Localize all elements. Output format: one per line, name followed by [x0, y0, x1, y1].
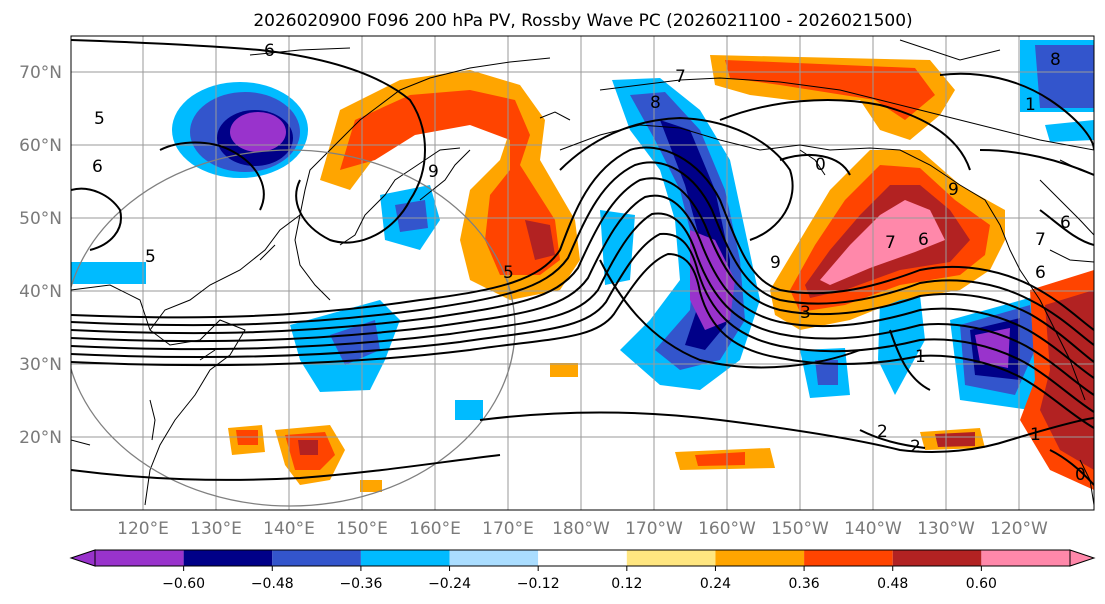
lon-label: 160°E	[409, 519, 461, 539]
contour-label: 7	[1035, 230, 1046, 250]
contour-label: 9	[948, 180, 959, 200]
lon-label: 130°E	[190, 519, 242, 539]
colorbar-tick-label: −0.48	[251, 576, 294, 592]
lon-label: 130°W	[917, 519, 975, 539]
colorbar-segment	[183, 550, 273, 566]
figure-title: 2026020900 F096 200 hPa PV, Rossby Wave …	[253, 11, 912, 31]
contour-label: 2	[877, 422, 888, 442]
colorbar-segment	[538, 550, 627, 566]
anomaly-shading	[71, 40, 1094, 492]
colorbar-tick-label: −0.36	[339, 576, 382, 592]
lon-label: 120°W	[990, 519, 1048, 539]
colorbar-tick-label: −0.24	[428, 576, 471, 592]
contour-label: 8	[650, 93, 661, 113]
colorbar-segment	[981, 550, 1070, 566]
contour-label: 6	[1035, 263, 1046, 283]
lon-label: 140°W	[844, 519, 902, 539]
positive-anomaly-tropics	[228, 363, 985, 492]
lat-label-70n: 70°N	[19, 63, 62, 83]
map-frame	[70, 35, 1095, 511]
lat-label-50n: 50°N	[19, 209, 62, 229]
contour-label: 6	[92, 157, 103, 177]
colorbar-tick-label: 0.12	[611, 576, 642, 592]
colorbar-extend-min	[69, 549, 96, 567]
colorbar-tick-label: 0.60	[966, 576, 997, 592]
contour-label: 5	[503, 263, 514, 283]
contour-label: 2	[910, 437, 921, 457]
contour-label: 5	[145, 247, 156, 267]
contour-label: 1	[915, 347, 926, 367]
lon-label: 160°W	[698, 519, 756, 539]
pv-contours	[71, 39, 1094, 486]
colorbar-segment	[360, 550, 450, 566]
lon-label: 170°W	[625, 519, 683, 539]
contour-label: 6	[264, 41, 275, 61]
colorbar-tick-label: −0.12	[517, 576, 560, 592]
contour-label: 9	[770, 253, 781, 273]
contour-label: 7	[675, 67, 686, 87]
lon-label: 180°W	[552, 519, 610, 539]
colorbar-segment	[804, 550, 893, 566]
colorbar-segment	[715, 550, 805, 566]
contour-label: 9	[428, 162, 439, 182]
colorbar: −0.60 −0.48 −0.36 −0.24 −0.12 0.12 0.24 0.36 0.4…	[69, 549, 1096, 592]
contour-label: 8	[1050, 50, 1061, 70]
coastlines	[71, 39, 1094, 506]
lat-label-40n: 40°N	[19, 282, 62, 302]
colorbar-segment	[626, 550, 716, 566]
contour-label: 3	[800, 303, 811, 323]
colorbar-tick-label: 0.24	[700, 576, 731, 592]
colorbar-tick-label: 0.36	[789, 576, 820, 592]
contour-label: 1	[1030, 425, 1041, 445]
radius-circle	[71, 149, 516, 507]
contour-label: 5	[94, 109, 105, 129]
lat-label-30n: 30°N	[19, 355, 62, 375]
negative-anomaly-siberia	[172, 82, 308, 178]
lon-label: 170°E	[482, 519, 534, 539]
negative-anomaly-west-pacific	[71, 185, 635, 420]
contour-label: 0	[815, 155, 826, 175]
colorbar-tick-label: −0.60	[162, 576, 205, 592]
negative-anomaly-central-pacific	[612, 78, 760, 390]
colorbar-segment	[272, 550, 361, 566]
lat-label-60n: 60°N	[19, 136, 62, 156]
contour-label: 6	[1060, 213, 1071, 233]
map-panel: 5 6 5 6 7 8 9 9 0 5 7 6 6 9 3 1 2 2 1 8	[70, 35, 1095, 511]
colorbar-segment	[892, 550, 982, 566]
colorbar-extend-max	[1069, 549, 1096, 567]
lon-label: 150°E	[336, 519, 388, 539]
lon-label: 140°E	[263, 519, 315, 539]
latitude-labels: 70°N 60°N 50°N 40°N 30°N 20°N	[19, 63, 62, 448]
colorbar-segment	[95, 550, 184, 566]
contour-label: 0	[1075, 465, 1086, 485]
colorbar-segment	[449, 550, 539, 566]
contour-labels: 5 6 5 6 7 8 9 9 0 5 7 6 6 9 3 1 2 2 1 8	[92, 41, 1086, 485]
lon-label: 120°E	[117, 519, 169, 539]
lon-label: 150°W	[771, 519, 829, 539]
contour-label: 1	[1025, 95, 1036, 115]
contour-label: 6	[918, 230, 929, 250]
contour-label: 7	[885, 233, 896, 253]
longitude-labels: 120°E 130°E 140°E 150°E 160°E 170°E 180°…	[117, 519, 1048, 539]
lat-label-20n: 20°N	[19, 428, 62, 448]
colorbar-outline	[94, 549, 1071, 567]
colorbar-tick-label: 0.48	[877, 576, 908, 592]
